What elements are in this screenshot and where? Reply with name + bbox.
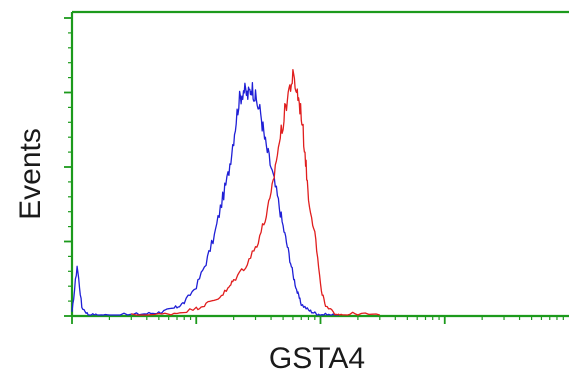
axis-ticks	[64, 17, 564, 324]
series-layer	[71, 68, 380, 316]
x-axis-label: GSTA4	[269, 342, 365, 375]
plot-frame	[70, 10, 569, 318]
series-line-2	[131, 68, 380, 316]
y-axis-label: Events	[14, 128, 47, 220]
series-line-1	[71, 81, 339, 316]
